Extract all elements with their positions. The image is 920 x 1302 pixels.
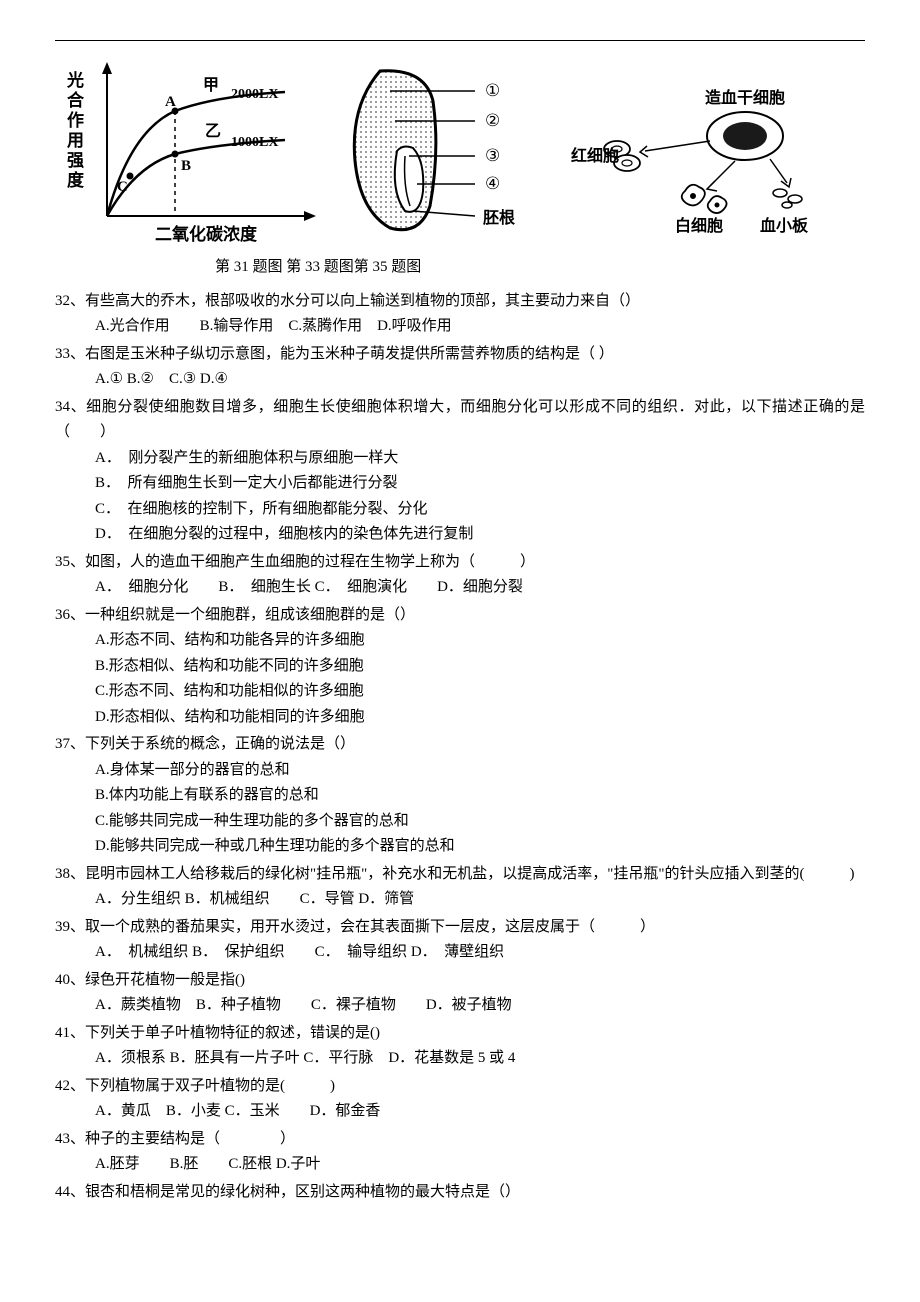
svg-text:用: 用 (67, 131, 84, 150)
question-stem: 36、一种组织就是一个细胞群，组成该细胞群的是（） (55, 603, 865, 629)
question-stem: 35、如图，人的造血干细胞产生血细胞的过程在生物学上称为（ ） (55, 550, 865, 576)
option-line: B.体内功能上有联系的器官的总和 (95, 783, 865, 809)
svg-text:④: ④ (485, 174, 500, 193)
svg-text:③: ③ (485, 146, 500, 165)
svg-text:②: ② (485, 111, 500, 130)
question-33: 33、右图是玉米种子纵切示意图，能为玉米种子萌发提供所需营养物质的结构是（ ）A… (55, 342, 865, 393)
top-rule (55, 40, 865, 41)
option-line: C.形态不同、结构和功能相似的许多细胞 (95, 679, 865, 705)
option-line: A． 刚分裂产生的新细胞体积与原细胞一样大 (95, 446, 865, 472)
question-stem: 44、银杏和梧桐是常见的绿化树种，区别这两种植物的最大特点是（） (55, 1180, 865, 1206)
question-32: 32、有些高大的乔木，根部吸收的水分可以向上输送到植物的顶部，其主要动力来自（）… (55, 289, 865, 340)
svg-text:合: 合 (67, 90, 85, 110)
option-line: A.身体某一部分的器官的总和 (95, 758, 865, 784)
question-35: 35、如图，人的造血干细胞产生血细胞的过程在生物学上称为（ ）A． 细胞分化 B… (55, 550, 865, 601)
svg-text:2000LX: 2000LX (231, 87, 278, 102)
option-line: D.能够共同完成一种或几种生理功能的多个器官的总和 (95, 834, 865, 860)
svg-text:A: A (165, 94, 176, 110)
question-44: 44、银杏和梧桐是常见的绿化树种，区别这两种植物的最大特点是（） (55, 1180, 865, 1206)
question-stem: 42、下列植物属于双子叶植物的是( ) (55, 1074, 865, 1100)
svg-text:白细胞: 白细胞 (675, 216, 723, 235)
question-stem: 41、下列关于单子叶植物特征的叙述，错误的是() (55, 1021, 865, 1047)
question-40: 40、绿色开花植物一般是指()A．蕨类植物 B．种子植物 C．裸子植物 D．被子… (55, 968, 865, 1019)
question-stem: 39、取一个成熟的番茄果实，用开水烫过，会在其表面撕下一层皮，这层皮属于（ ） (55, 915, 865, 941)
question-stem: 40、绿色开花植物一般是指() (55, 968, 865, 994)
option-line: D.形态相似、结构和功能相同的许多细胞 (95, 705, 865, 731)
svg-text:血小板: 血小板 (760, 216, 809, 235)
svg-text:①: ① (485, 81, 500, 100)
svg-text:胚根: 胚根 (483, 208, 515, 227)
question-options: A． 刚分裂产生的新细胞体积与原细胞一样大B． 所有细胞生长到一定大小后都能进行… (55, 446, 865, 548)
svg-text:强: 强 (67, 151, 84, 170)
question-options: A． 细胞分化 B． 细胞生长 C． 细胞演化 D．细胞分裂 (55, 575, 865, 601)
question-options: A.光合作用 B.输导作用 C.蒸腾作用 D.呼吸作用 (55, 314, 865, 340)
question-options: A.胚芽 B.胚 C.胚根 D.子叶 (55, 1152, 865, 1178)
svg-text:C: C (117, 179, 128, 195)
svg-text:造血干细胞: 造血干细胞 (705, 88, 785, 107)
question-39: 39、取一个成熟的番茄果实，用开水烫过，会在其表面撕下一层皮，这层皮属于（ ）A… (55, 915, 865, 966)
option-line: C． 在细胞核的控制下，所有细胞都能分裂、分化 (95, 497, 865, 523)
question-options: A.形态不同、结构和功能各异的许多细胞B.形态相似、结构和功能不同的许多细胞C.… (55, 628, 865, 730)
svg-text:红细胞: 红细胞 (571, 146, 619, 165)
svg-text:1000LX: 1000LX (231, 135, 278, 150)
figure-35-cells: 造血干细胞 红细胞 白细胞 血小板 (565, 81, 825, 251)
figures-caption: 第 31 题图 第 33 题图第 35 题图 (215, 255, 865, 281)
figures-row: 光 合 作 用 强 度 二氧化碳浓度 甲 2000LX 乙 1000LX A B… (55, 56, 865, 251)
svg-text:乙: 乙 (205, 123, 221, 140)
svg-text:光: 光 (66, 70, 84, 90)
question-34: 34、细胞分裂使细胞数目增多，细胞生长使细胞体积增大，而细胞分化可以形成不同的组… (55, 395, 865, 548)
figure-31-chart: 光 合 作 用 强 度 二氧化碳浓度 甲 2000LX 乙 1000LX A B… (55, 56, 325, 251)
svg-text:甲: 甲 (203, 76, 219, 94)
question-stem: 43、种子的主要结构是（ ） (55, 1127, 865, 1153)
question-options: A.① B.② C.③ D.④ (55, 367, 865, 393)
question-38: 38、昆明市园林工人给移栽后的绿化树"挂吊瓶"，补充水和无机盐，以提高成活率，"… (55, 862, 865, 913)
option-line: A.形态不同、结构和功能各异的许多细胞 (95, 628, 865, 654)
question-options: A.身体某一部分的器官的总和B.体内功能上有联系的器官的总和C.能够共同完成一种… (55, 758, 865, 860)
svg-text:作: 作 (67, 110, 84, 130)
option-line: B． 所有细胞生长到一定大小后都能进行分裂 (95, 471, 865, 497)
question-43: 43、种子的主要结构是（ ）A.胚芽 B.胚 C.胚根 D.子叶 (55, 1127, 865, 1178)
question-options: A． 机械组织 B． 保护组织 C． 输导组织 D． 薄壁组织 (55, 940, 865, 966)
questions-list: 32、有些高大的乔木，根部吸收的水分可以向上输送到植物的顶部，其主要动力来自（）… (55, 289, 865, 1206)
question-options: A．须根系 B．胚具有一片子叶 C．平行脉 D．花基数是 5 或 4 (55, 1046, 865, 1072)
option-line: B.形态相似、结构和功能不同的许多细胞 (95, 654, 865, 680)
question-stem: 34、细胞分裂使细胞数目增多，细胞生长使细胞体积增大，而细胞分化可以形成不同的组… (55, 395, 865, 446)
question-stem: 38、昆明市园林工人给移栽后的绿化树"挂吊瓶"，补充水和无机盐，以提高成活率，"… (55, 862, 865, 888)
question-36: 36、一种组织就是一个细胞群，组成该细胞群的是（）A.形态不同、结构和功能各异的… (55, 603, 865, 731)
question-37: 37、下列关于系统的概念，正确的说法是（）A.身体某一部分的器官的总和B.体内功… (55, 732, 865, 860)
question-options: A．蕨类植物 B．种子植物 C．裸子植物 D．被子植物 (55, 993, 865, 1019)
option-line: D． 在细胞分裂的过程中，细胞核内的染色体先进行复制 (95, 522, 865, 548)
svg-text:B: B (181, 158, 191, 174)
question-42: 42、下列植物属于双子叶植物的是( )A．黄瓜 B．小麦 C．玉米 D．郁金香 (55, 1074, 865, 1125)
x-axis-label: 二氧化碳浓度 (155, 224, 258, 244)
svg-text:度: 度 (67, 170, 85, 190)
question-41: 41、下列关于单子叶植物特征的叙述，错误的是()A．须根系 B．胚具有一片子叶 … (55, 1021, 865, 1072)
question-options: A．黄瓜 B．小麦 C．玉米 D．郁金香 (55, 1099, 865, 1125)
question-stem: 33、右图是玉米种子纵切示意图，能为玉米种子萌发提供所需营养物质的结构是（ ） (55, 342, 865, 368)
option-line: C.能够共同完成一种生理功能的多个器官的总和 (95, 809, 865, 835)
question-options: A．分生组织 B．机械组织 C．导管 D．筛管 (55, 887, 865, 913)
question-stem: 37、下列关于系统的概念，正确的说法是（） (55, 732, 865, 758)
figure-33-seed: ① ② ③ ④ 胚根 (335, 56, 555, 251)
question-stem: 32、有些高大的乔木，根部吸收的水分可以向上输送到植物的顶部，其主要动力来自（） (55, 289, 865, 315)
